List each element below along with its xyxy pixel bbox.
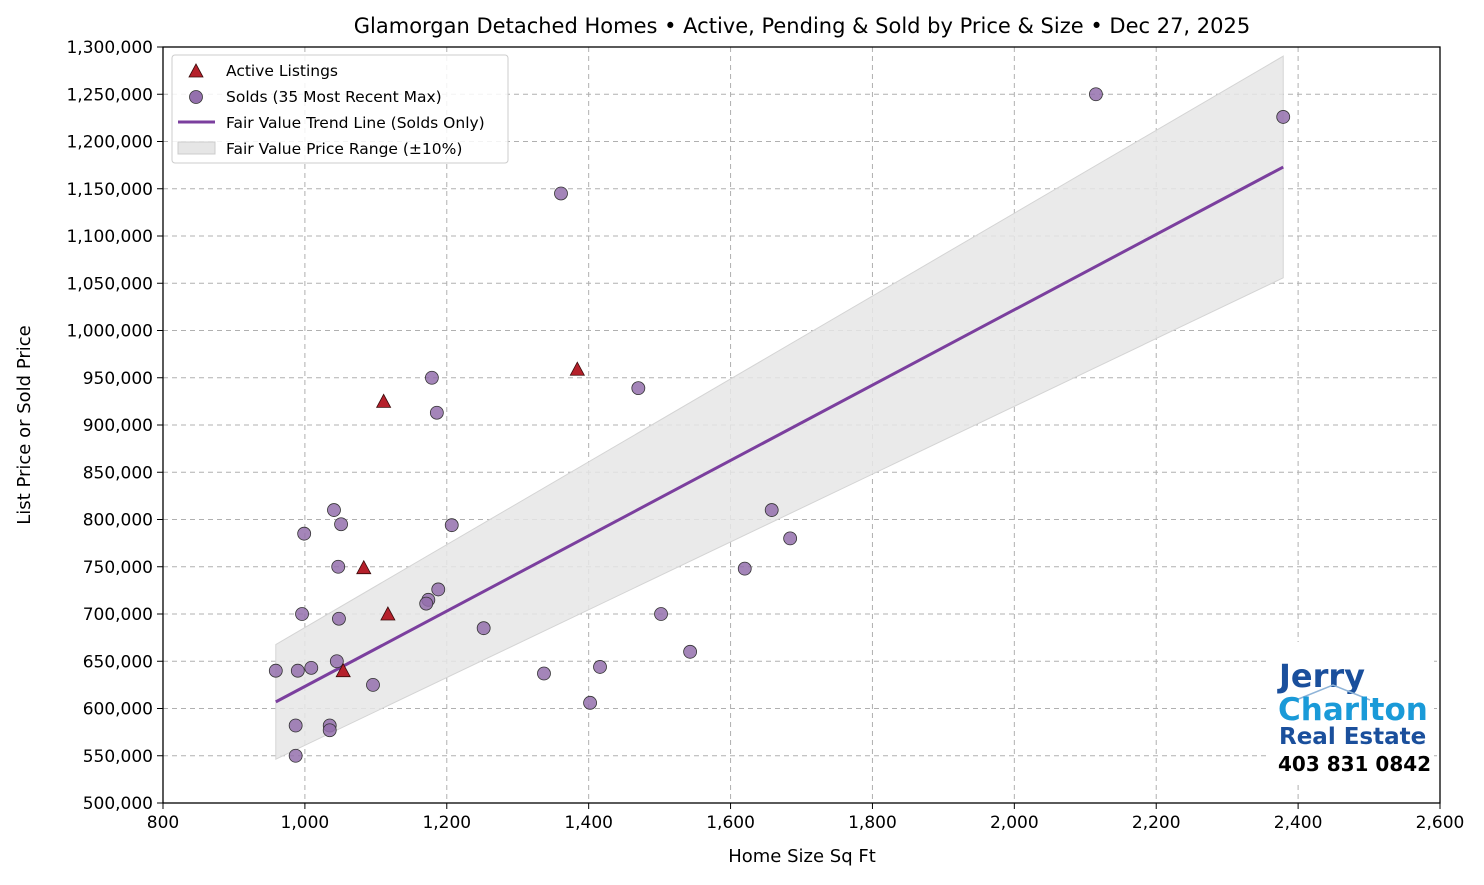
svg-text:Jerry: Jerry <box>1277 657 1365 695</box>
y-tick-label: 500,000 <box>83 794 153 814</box>
legend-band: Fair Value Price Range (±10%) <box>226 140 462 158</box>
y-tick-label: 800,000 <box>83 511 153 531</box>
x-tick-label: 1,200 <box>422 813 471 833</box>
sold-point <box>537 666 551 681</box>
x-axis: 800 1,000 1,200 1,400 1,600 1,800 2,000 2,200 2,… <box>147 803 1465 833</box>
legend-band-icon <box>177 141 216 155</box>
y-tick-label: 750,000 <box>83 558 153 578</box>
legend-triangle-icon <box>188 63 204 78</box>
sold-point <box>476 621 491 636</box>
sold-point <box>654 607 668 621</box>
x-tick-label: 1,400 <box>564 813 613 833</box>
sold-point <box>329 654 344 669</box>
sold-point <box>295 607 309 621</box>
sold-point <box>783 531 798 546</box>
y-tick-label: 600,000 <box>83 700 153 720</box>
fair-value-band-area <box>275 55 1284 761</box>
sold-point <box>297 526 312 541</box>
y-tick-label: 950,000 <box>83 369 153 389</box>
legend-solds: Solds (35 Most Recent Max) <box>226 88 442 106</box>
x-tick-label: 2,600 <box>1416 813 1465 833</box>
y-axis: 500,000 550,000 600,000 650,000 700,000 750,0… <box>66 38 163 814</box>
y-tick-label: 1,000,000 <box>66 322 153 342</box>
active-point <box>569 361 585 376</box>
svg-text:Real Estate: Real Estate <box>1279 724 1426 750</box>
sold-point <box>444 518 459 533</box>
legend: Active Listings Solds (35 Most Recent Ma… <box>171 54 509 164</box>
x-tick-label: 1,000 <box>281 813 330 833</box>
sold-point <box>1089 87 1103 102</box>
y-tick-label: 1,150,000 <box>66 180 153 200</box>
y-tick-label: 1,200,000 <box>66 133 153 153</box>
x-tick-label: 2,400 <box>1274 813 1323 833</box>
x-tick-label: 2,200 <box>1132 813 1181 833</box>
y-axis-label: List Price or Sold Price <box>14 325 35 524</box>
logo: Jerry Charlton Real Estate 403 831 0842 <box>1268 642 1434 782</box>
fair-value-band <box>275 55 1284 761</box>
legend-circle-icon <box>189 90 203 104</box>
sold-point <box>431 582 446 597</box>
trend-line-group <box>275 165 1284 704</box>
active-point <box>356 559 372 575</box>
sold-point <box>419 596 434 611</box>
sold-point <box>583 695 597 710</box>
y-tick-label: 1,250,000 <box>66 85 153 105</box>
sold-point <box>1276 110 1291 124</box>
sold-point <box>331 559 346 574</box>
x-tick-label: 2,000 <box>990 813 1039 833</box>
svg-text:403 831 0842: 403 831 0842 <box>1278 752 1431 776</box>
sold-point <box>268 663 283 678</box>
y-tick-label: 700,000 <box>83 605 153 625</box>
sold-point <box>764 503 779 517</box>
svg-text:Charlton: Charlton <box>1278 692 1428 728</box>
sold-point <box>288 718 303 733</box>
sold-point <box>737 561 752 576</box>
active-point <box>375 393 392 408</box>
sold-point <box>288 748 303 763</box>
sold-point <box>322 723 337 738</box>
y-tick-label: 1,300,000 <box>66 38 153 58</box>
y-tick-label: 650,000 <box>83 652 153 672</box>
sold-point <box>332 611 346 626</box>
sold-point <box>290 663 305 678</box>
sold-point <box>327 503 341 517</box>
y-tick-label: 1,050,000 <box>66 274 153 294</box>
y-tick-label: 1,100,000 <box>66 227 153 247</box>
legend-trend: Fair Value Trend Line (Solds Only) <box>226 114 485 132</box>
sold-point <box>304 660 319 675</box>
y-tick-label: 850,000 <box>83 463 153 483</box>
sold-point <box>429 405 444 420</box>
sold-point <box>593 660 607 674</box>
sold-point <box>424 370 439 385</box>
legend-active: Active Listings <box>226 62 338 80</box>
x-tick-label: 1,600 <box>706 813 755 833</box>
points <box>268 87 1291 763</box>
sold-point <box>631 381 646 396</box>
x-tick-label: 1,800 <box>848 813 897 833</box>
x-tick-label: 800 <box>147 813 179 833</box>
sold-point <box>554 186 568 201</box>
trend-line <box>275 165 1284 704</box>
x-axis-label: Home Size Sq Ft <box>728 846 876 867</box>
chart-title: Glamorgan Detached Homes • Active, Pendi… <box>354 14 1250 38</box>
sold-point <box>683 644 698 659</box>
sold-point <box>334 517 348 532</box>
sold-point <box>366 677 380 692</box>
y-tick-label: 550,000 <box>83 747 153 767</box>
active-point <box>380 606 396 621</box>
active-point <box>335 662 351 678</box>
y-tick-label: 900,000 <box>83 416 153 436</box>
